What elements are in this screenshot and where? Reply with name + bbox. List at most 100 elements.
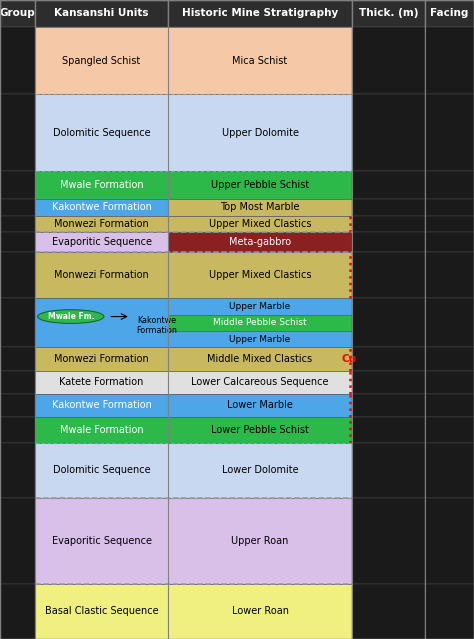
Bar bbox=[0, 348, 35, 371]
Bar bbox=[0, 584, 35, 639]
Text: Mwale Formation: Mwale Formation bbox=[60, 180, 143, 190]
Text: Kakontwe
Formation: Kakontwe Formation bbox=[136, 316, 177, 335]
Bar bbox=[35, 252, 168, 298]
Bar bbox=[0, 252, 35, 298]
Bar bbox=[0, 233, 35, 252]
Text: Evaporitic Sequence: Evaporitic Sequence bbox=[52, 536, 152, 546]
Bar bbox=[168, 252, 352, 298]
Text: Evaporitic Sequence: Evaporitic Sequence bbox=[52, 238, 152, 247]
Text: Upper Roan: Upper Roan bbox=[231, 536, 289, 546]
Bar bbox=[425, 215, 474, 233]
Bar bbox=[352, 298, 425, 348]
Bar bbox=[0, 95, 35, 171]
Bar bbox=[425, 584, 474, 639]
Bar bbox=[168, 171, 352, 199]
Ellipse shape bbox=[37, 310, 104, 323]
Bar bbox=[35, 27, 168, 95]
Bar bbox=[352, 252, 425, 298]
Bar bbox=[168, 331, 352, 348]
Bar bbox=[352, 0, 425, 27]
Text: Upper Pebble Schist: Upper Pebble Schist bbox=[211, 180, 309, 190]
Bar bbox=[35, 394, 168, 417]
Bar bbox=[168, 498, 352, 584]
Text: Upper Mixed Clastics: Upper Mixed Clastics bbox=[209, 219, 311, 229]
Bar bbox=[168, 417, 352, 443]
Text: Monwezi Formation: Monwezi Formation bbox=[54, 270, 149, 281]
Text: Mica Schist: Mica Schist bbox=[232, 56, 288, 66]
Text: Dolomitic Sequence: Dolomitic Sequence bbox=[53, 465, 150, 475]
Bar bbox=[425, 0, 474, 27]
Bar bbox=[352, 498, 425, 584]
Text: Historic Mine Stratigraphy: Historic Mine Stratigraphy bbox=[182, 8, 338, 19]
Bar bbox=[168, 371, 352, 394]
Bar bbox=[425, 95, 474, 171]
Text: Katete Formation: Katete Formation bbox=[59, 377, 144, 387]
Bar bbox=[425, 498, 474, 584]
Text: Thick. (m): Thick. (m) bbox=[359, 8, 419, 19]
Text: Upper Marble: Upper Marble bbox=[229, 335, 291, 344]
Text: Meta-gabbro: Meta-gabbro bbox=[229, 238, 291, 247]
Bar bbox=[0, 199, 35, 215]
Bar bbox=[0, 417, 35, 443]
Bar bbox=[352, 371, 425, 394]
Bar bbox=[168, 95, 352, 171]
Bar bbox=[352, 348, 425, 371]
Bar bbox=[0, 394, 35, 417]
Text: Monwezi Formation: Monwezi Formation bbox=[54, 354, 149, 364]
Bar bbox=[0, 27, 35, 95]
Bar bbox=[352, 27, 425, 95]
Bar bbox=[425, 171, 474, 199]
Text: Middle Pebble Schist: Middle Pebble Schist bbox=[213, 318, 307, 327]
Bar bbox=[352, 171, 425, 199]
Text: Facing: Facing bbox=[430, 8, 469, 19]
Text: Upper Mixed Clastics: Upper Mixed Clastics bbox=[209, 270, 311, 281]
Bar bbox=[35, 348, 168, 371]
Text: Lower Roan: Lower Roan bbox=[231, 606, 289, 617]
Bar bbox=[35, 443, 168, 498]
Bar bbox=[352, 584, 425, 639]
Text: Lower Marble: Lower Marble bbox=[227, 400, 293, 410]
Text: Kakontwe Formation: Kakontwe Formation bbox=[52, 202, 152, 212]
Bar bbox=[168, 348, 352, 371]
Bar bbox=[425, 199, 474, 215]
Bar bbox=[425, 348, 474, 371]
Bar bbox=[168, 27, 352, 95]
Bar bbox=[168, 215, 352, 233]
Text: Group: Group bbox=[0, 8, 36, 19]
Bar bbox=[352, 394, 425, 417]
Bar bbox=[425, 233, 474, 252]
Bar bbox=[0, 215, 35, 233]
Bar bbox=[425, 443, 474, 498]
Bar bbox=[168, 584, 352, 639]
Bar bbox=[168, 315, 352, 331]
Bar bbox=[35, 95, 168, 171]
Bar bbox=[425, 371, 474, 394]
Bar bbox=[168, 233, 352, 252]
Text: Spangled Schist: Spangled Schist bbox=[63, 56, 141, 66]
Bar bbox=[168, 443, 352, 498]
Bar bbox=[35, 371, 168, 394]
Bar bbox=[35, 298, 168, 348]
Text: Lower Pebble Schist: Lower Pebble Schist bbox=[211, 424, 309, 435]
Bar bbox=[425, 252, 474, 298]
Bar bbox=[425, 394, 474, 417]
Bar bbox=[35, 215, 168, 233]
Text: Kakontwe Formation: Kakontwe Formation bbox=[52, 400, 152, 410]
Text: Top Most Marble: Top Most Marble bbox=[220, 202, 300, 212]
Text: Mwale Fm.: Mwale Fm. bbox=[47, 312, 94, 321]
Text: Dolomitic Sequence: Dolomitic Sequence bbox=[53, 128, 150, 137]
Text: Upper Marble: Upper Marble bbox=[229, 302, 291, 311]
Bar bbox=[0, 498, 35, 584]
Bar bbox=[168, 199, 352, 215]
Text: Lower Calcareous Sequence: Lower Calcareous Sequence bbox=[191, 377, 329, 387]
Text: Lower Dolomite: Lower Dolomite bbox=[222, 465, 298, 475]
Bar bbox=[352, 443, 425, 498]
Text: Upper Dolomite: Upper Dolomite bbox=[221, 128, 299, 137]
Bar bbox=[352, 417, 425, 443]
Bar bbox=[168, 298, 352, 315]
Bar bbox=[425, 417, 474, 443]
Bar bbox=[0, 171, 35, 199]
Bar bbox=[35, 233, 168, 252]
Text: Kansanshi Units: Kansanshi Units bbox=[55, 8, 149, 19]
Bar bbox=[35, 0, 168, 27]
